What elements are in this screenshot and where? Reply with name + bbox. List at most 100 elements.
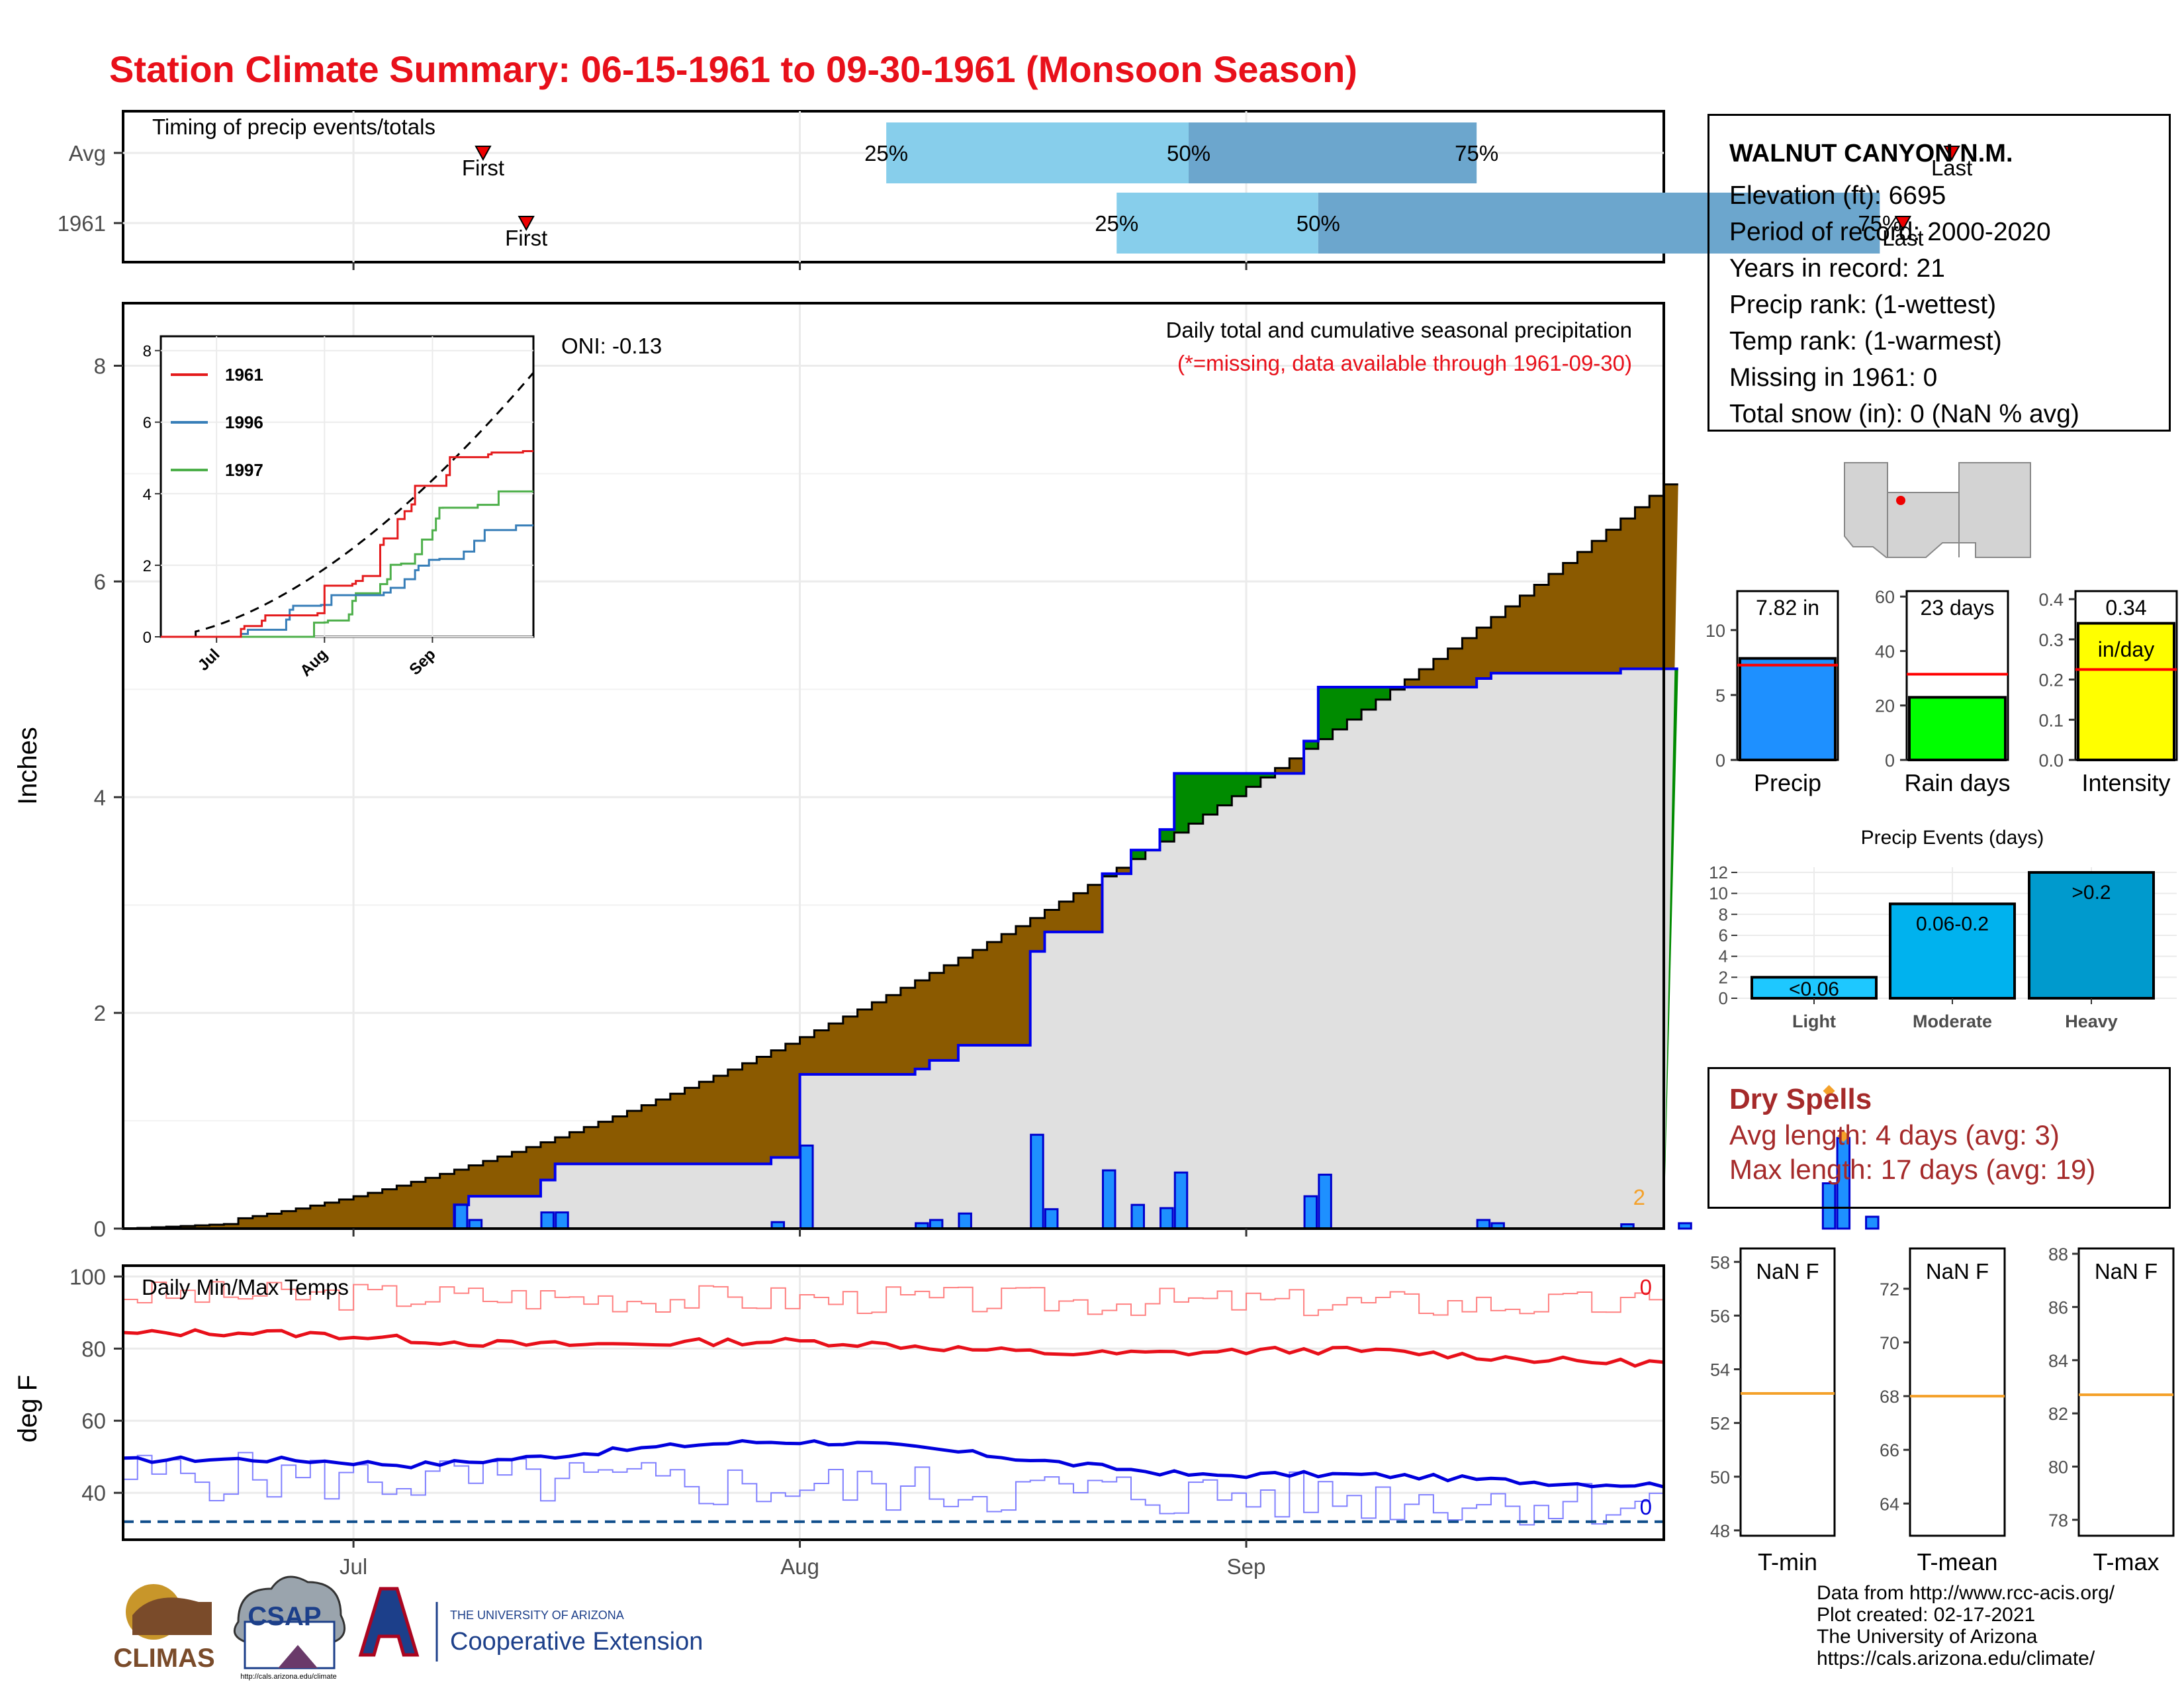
timing-p25: 25%	[864, 141, 908, 165]
temp-box-tick: 86	[2048, 1297, 2068, 1317]
summary-tick: 0.1	[2038, 710, 2064, 730]
summary-name: Rain days	[1904, 769, 2010, 796]
y-tick-label: 40	[81, 1481, 106, 1505]
temp-box-tick: 80	[2048, 1458, 2068, 1477]
summary-tick: 0.4	[2038, 590, 2064, 610]
temp-box-tick: 68	[1880, 1387, 1899, 1407]
events-tick: 10	[1709, 884, 1728, 904]
csap-url: http://cals.arizona.edu/climate	[240, 1673, 337, 1681]
inset-y-tick: 6	[143, 414, 152, 432]
inset-avg-line	[195, 371, 535, 637]
page-title: Station Climate Summary: 06-15-1961 to 0…	[109, 48, 1357, 90]
summary-bar	[2077, 622, 2175, 761]
y-axis-label: deg F	[13, 1375, 42, 1442]
daily-precip-bar	[555, 1211, 569, 1230]
x-tick-label: Sep	[1227, 1554, 1266, 1579]
locator-map	[1843, 461, 2032, 559]
temp-panel: 40 60 80 100 Jul Aug Sep deg F Daily Min/Max Tem…	[13, 1264, 1665, 1579]
summary-tick: 0.2	[2038, 671, 2064, 690]
events-tick: 4	[1719, 947, 1728, 966]
timing-p75: 75%	[1858, 211, 1901, 236]
csap-text: CSAP	[248, 1602, 321, 1631]
station-missing: Missing in 1961: 0	[1729, 363, 1938, 392]
temp-box-frame	[1909, 1247, 2006, 1537]
summary-tick: 40	[1875, 641, 1895, 661]
temp-box-tick: 52	[1710, 1414, 1730, 1434]
temp-box-tick: 64	[1880, 1494, 1899, 1514]
first-marker	[518, 216, 535, 232]
temp-label: Daily Min/Max Temps	[142, 1275, 349, 1299]
event-name: Moderate	[1913, 1011, 1992, 1031]
map-states	[1844, 462, 2031, 558]
event-name: Heavy	[2065, 1011, 2118, 1031]
summary-tick: 0.3	[2038, 630, 2064, 650]
inset-y-tick: 4	[143, 486, 152, 504]
last-marker	[1943, 146, 1960, 162]
y-tick-label: 100	[69, 1264, 106, 1289]
temp-box-tick: 70	[1880, 1333, 1899, 1353]
timing-bar-q1	[1116, 193, 1318, 254]
record-min-line	[123, 1452, 1664, 1526]
daily-precip-bar	[1173, 1171, 1189, 1230]
summary-tick: 60	[1875, 587, 1895, 607]
missing-note: (*=missing, data available through 1961-…	[1177, 351, 1632, 375]
station-precip-rank: Precip rank: (1-wettest)	[1729, 291, 1997, 319]
summary-tick: 0	[1715, 751, 1725, 771]
temp-box-frame	[1739, 1247, 1836, 1537]
event-bar	[2028, 870, 2155, 1000]
avg-cumulative-line	[123, 483, 1678, 1230]
events-tick: 2	[1719, 967, 1728, 987]
station-years: Years in record: 21	[1729, 254, 1945, 283]
summary-bars: 0 5 10 7.82 in Precip 0 20 40 60 23 days Rain days…	[1706, 587, 2178, 796]
legend-label: 1996	[225, 412, 263, 432]
inset-y-tick: 0	[143, 629, 152, 647]
events-tick: 8	[1719, 904, 1728, 924]
daily-precip-bar	[1160, 1207, 1174, 1230]
temp-box-name: T-mean	[1917, 1548, 1997, 1575]
temp-boxes: 48 50 52 54 56 58 NaN F T-min 64 66 68 70 72 NaN F T-m…	[1710, 1244, 2175, 1575]
daily-precip-bar	[958, 1212, 972, 1230]
ua-line-2: Cooperative Extension	[450, 1628, 703, 1656]
summary-label: 0.34	[2105, 596, 2146, 620]
timing-p50: 50%	[1297, 211, 1340, 236]
summary-tick: 5	[1715, 686, 1725, 706]
daily-precip-bar	[1130, 1203, 1145, 1230]
oni-label: ONI: -0.13	[561, 334, 662, 358]
daily-precip-bar	[540, 1211, 555, 1230]
credit-line: https://cals.arizona.edu/climate/	[1817, 1648, 2095, 1669]
summary-tick: 10	[1706, 621, 1725, 641]
daily-precip-bar	[799, 1145, 814, 1230]
logos: CLIMAS CSAP http://cals.arizona.edu/climat…	[113, 1575, 703, 1681]
y-tick-label: 2	[94, 1001, 106, 1025]
events-tick: 6	[1719, 925, 1728, 945]
temp-box-tick: 88	[2048, 1244, 2068, 1264]
first-label: First	[462, 156, 504, 180]
avg-max-line	[122, 1328, 1664, 1368]
temp-box-tick: 56	[1710, 1306, 1730, 1326]
daily-precip-bar	[1303, 1195, 1318, 1230]
daily-precip-bar	[1318, 1174, 1332, 1230]
dry-spells-box: Dry Spells Avg length: 4 days (avg: 3) M…	[1707, 1067, 2171, 1209]
y-axis-label: Inches	[13, 727, 42, 805]
map-borders	[1887, 492, 1960, 557]
inset-frame	[159, 335, 535, 638]
timing-row-label: Avg	[69, 141, 106, 165]
temp-box-tick: 66	[1880, 1440, 1899, 1460]
record-max-line	[123, 1281, 1664, 1317]
overlap-group	[123, 669, 1678, 1229]
events-title: Precip Events (days)	[1861, 827, 2044, 849]
daily-precip-bar	[1821, 1182, 1837, 1230]
temp-box-frame	[2077, 1247, 2175, 1537]
summary-label: 7.82 in	[1756, 596, 1819, 620]
temp-box-tick: 58	[1710, 1252, 1730, 1272]
y-tick-label: 60	[81, 1409, 106, 1433]
credit-line: Data from http://www.rcc-acis.org/	[1817, 1582, 2115, 1604]
y-tick-label: 4	[94, 785, 106, 810]
temp-box-tick: 48	[1710, 1521, 1730, 1541]
climas-logo-shape	[132, 1597, 212, 1635]
temp-box-tick: 54	[1710, 1360, 1730, 1380]
temp-box-label: NaN F	[1926, 1259, 1989, 1284]
temp-box-label: NaN F	[1756, 1259, 1819, 1284]
station-name: WALNUT CANYON N.M.	[1729, 140, 2013, 167]
